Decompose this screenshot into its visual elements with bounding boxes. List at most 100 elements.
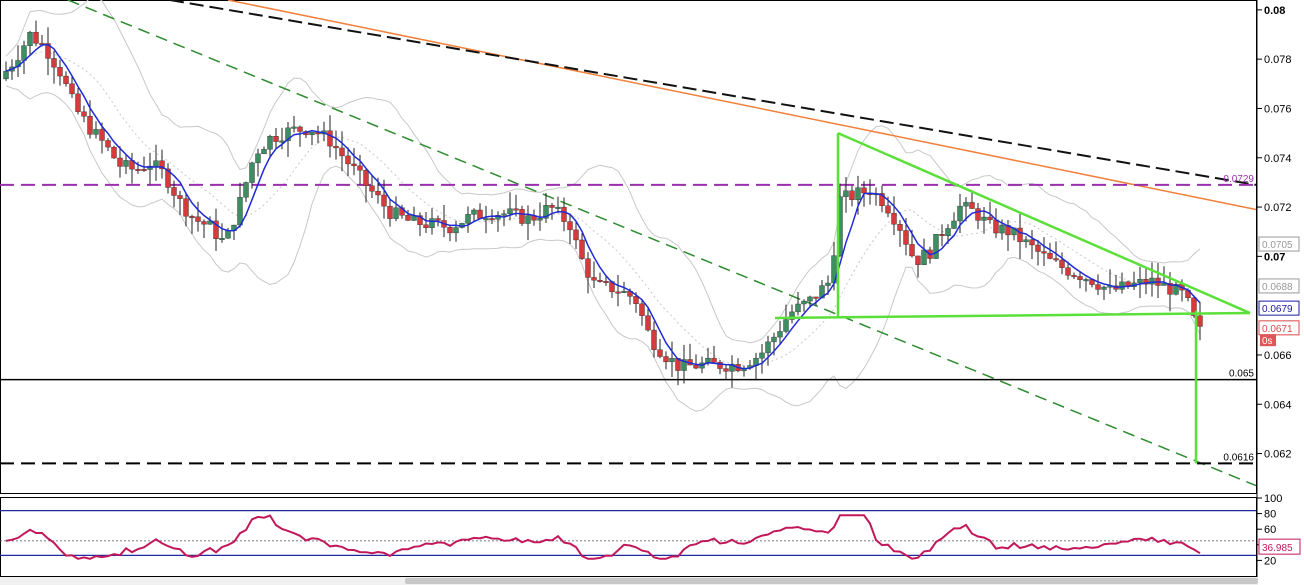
candle-body: [1167, 282, 1173, 295]
candle-body: [519, 209, 525, 224]
candle-body: [51, 58, 57, 68]
candle-body: [225, 230, 231, 239]
rsi-value-label: 36.985: [1262, 543, 1293, 554]
candle-body: [969, 202, 975, 209]
candle-body: [1059, 259, 1065, 268]
candle-body: [513, 208, 519, 211]
price-tick-label: 0.072: [1264, 202, 1292, 214]
candle-body: [165, 168, 171, 188]
band-lower: [5, 85, 1201, 412]
candle-body: [945, 228, 951, 236]
level-label: 0.0729: [1223, 174, 1254, 185]
candle-body: [363, 170, 369, 186]
candle-body: [891, 212, 897, 225]
rsi-panel-frame: [0, 497, 1257, 577]
candle-body: [1017, 227, 1023, 243]
candle-body: [825, 282, 831, 286]
candle-body: [1077, 276, 1083, 280]
candle-body: [273, 136, 279, 142]
candle-body: [291, 126, 297, 129]
candle-body: [1149, 277, 1155, 285]
candle-body: [201, 221, 207, 225]
candle-body: [375, 191, 381, 196]
trendline-green-channel: [67, 0, 1257, 487]
candle-body: [633, 296, 639, 304]
candle-body: [795, 303, 801, 313]
candle-body: [879, 193, 885, 206]
candle-body: [1029, 239, 1035, 246]
level-label: 0.065: [1229, 369, 1254, 380]
candle-body: [435, 218, 441, 221]
candle-body: [1047, 252, 1053, 259]
candle-body: [483, 218, 489, 221]
candle-body: [357, 165, 363, 171]
candle-body: [999, 225, 1005, 234]
candle-body: [567, 221, 573, 231]
candle-body: [543, 205, 549, 219]
candle-body: [1035, 244, 1041, 252]
candle-body: [573, 229, 579, 241]
price-axis-ticks: 0.08 0.078 0.076 0.074 0.072 0.07 0.066 0.064 0.…: [1257, 5, 1292, 461]
candle-body: [897, 224, 903, 231]
trendline-orange-resistance: [227, 0, 1257, 211]
candle-body: [249, 162, 255, 183]
band-middle: [5, 51, 1201, 367]
candle-body: [525, 215, 531, 224]
candle-body: [351, 163, 357, 167]
candle-body: [1023, 239, 1029, 243]
rsi-panel: 1008060402036.985: [0, 493, 1301, 567]
candle-body: [585, 258, 591, 278]
candle-body: [27, 31, 33, 46]
trendline-black-ma-long: [169, 0, 1257, 186]
triangle-upper-side: [837, 131, 1251, 315]
candle-body: [993, 219, 999, 234]
candle-body: [381, 194, 387, 207]
candle-body: [417, 215, 423, 225]
candle-body: [237, 197, 243, 226]
price-tag-label: 0.0671: [1262, 324, 1293, 335]
candle-body: [183, 198, 189, 217]
candle-body: [903, 230, 909, 245]
candle-body: [909, 244, 915, 257]
candle-body: [669, 357, 675, 363]
candle-body: [549, 205, 555, 208]
triangle-pattern: [774, 131, 1251, 464]
candle-body: [801, 300, 807, 305]
candle-body: [915, 255, 921, 265]
candle-body: [429, 218, 435, 228]
candle-body: [255, 153, 261, 164]
countdown-tag: [1260, 334, 1276, 347]
candle-body: [159, 160, 165, 170]
price-tick-label: 0.07: [1264, 251, 1285, 263]
candle-body: [471, 209, 477, 215]
candle-body: [423, 224, 429, 228]
candle-body: [1083, 279, 1089, 282]
candle-body: [1161, 282, 1167, 286]
candle-body: [261, 149, 267, 155]
price-tick-label: 0.074: [1264, 153, 1292, 165]
candle-body: [393, 207, 399, 219]
candle-body: [813, 296, 819, 299]
candle-body: [1041, 251, 1047, 254]
candle-body: [297, 126, 303, 132]
candle-body: [663, 356, 669, 363]
moving-average-line: [5, 43, 1201, 370]
candle-body: [939, 233, 945, 236]
rsi-value-box: [1258, 538, 1301, 555]
price-tick-label: 0.066: [1264, 350, 1292, 362]
candle-body: [147, 165, 153, 170]
candle-body: [657, 349, 663, 357]
candle-body: [597, 280, 603, 282]
candle-body: [465, 214, 471, 224]
candle-body: [693, 364, 699, 369]
scrollbar-thumb[interactable]: [405, 578, 1258, 584]
candle-body: [711, 357, 717, 363]
candle-body: [1173, 284, 1179, 295]
candle-body: [3, 70, 9, 80]
price-tag-label: 0.0688: [1262, 282, 1293, 293]
candle-body: [153, 160, 159, 167]
price-tag-box: [1258, 320, 1300, 336]
price-tag-label: 0.0705: [1262, 240, 1293, 251]
candle-body: [1101, 286, 1107, 290]
